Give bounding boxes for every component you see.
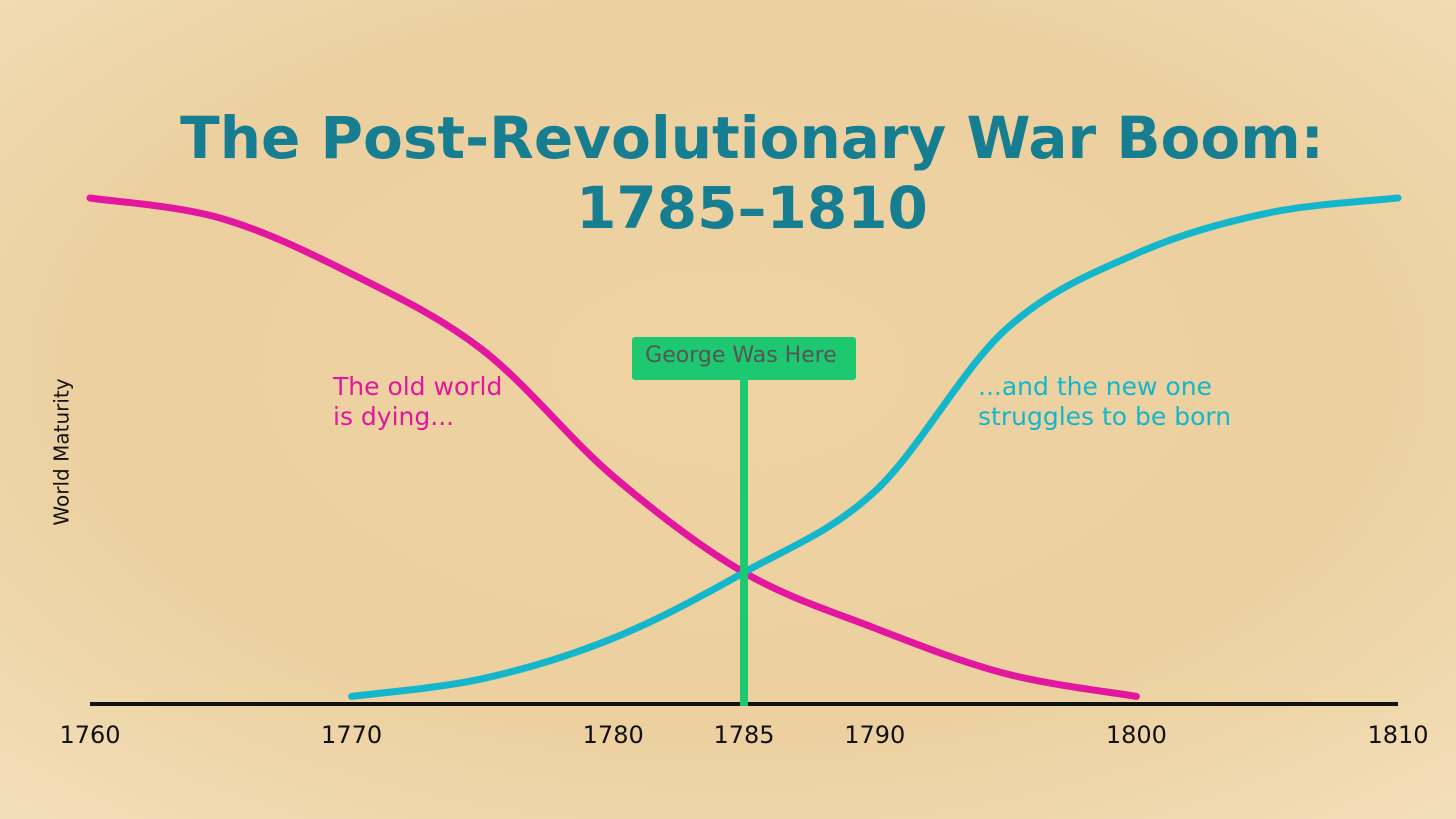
x-tick-label: 1770 — [321, 721, 382, 749]
x-tick-label: 1800 — [1106, 721, 1167, 749]
chart-title: The Post-Revolutionary War Boom: — [180, 104, 1324, 172]
x-tick-label: 1785 — [713, 721, 774, 749]
annotation: ...and the new one — [978, 372, 1212, 401]
annotation: is dying... — [333, 402, 454, 431]
chart-title: 1785–1810 — [576, 174, 928, 242]
x-tick-label: 1780 — [583, 721, 644, 749]
annotation: struggles to be born — [978, 402, 1231, 431]
x-tick-label: 1760 — [59, 721, 120, 749]
line-series — [86, 194, 1140, 700]
y-axis-label: World Maturity — [50, 378, 74, 525]
x-tick-label: 1810 — [1367, 721, 1428, 749]
x-tick-label: 1790 — [844, 721, 905, 749]
annotation: The old world — [332, 372, 502, 401]
marker-box — [632, 337, 856, 380]
line-series — [348, 194, 1402, 700]
marker-label: George Was Here — [645, 343, 837, 368]
